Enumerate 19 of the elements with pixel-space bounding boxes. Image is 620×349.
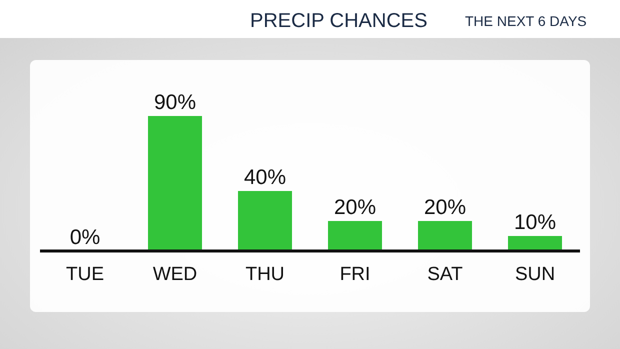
data-label: 10%	[514, 211, 556, 234]
bar	[148, 116, 202, 251]
x-tick-label: SAT	[427, 264, 464, 285]
chart-title: PRECIP CHANCES	[250, 10, 428, 32]
data-label: 20%	[334, 196, 376, 219]
x-tick-label: SUN	[514, 264, 556, 285]
bar	[328, 221, 382, 251]
bar	[418, 221, 472, 251]
data-label: 0%	[70, 226, 100, 249]
data-label: 90%	[154, 91, 196, 114]
x-tick-label: TUE	[66, 264, 104, 285]
x-tick-label: FRI	[340, 264, 370, 285]
x-tick-label: THU	[245, 264, 285, 285]
data-label: 20%	[424, 196, 466, 219]
data-label: 40%	[244, 166, 286, 189]
bar	[508, 236, 562, 251]
bar	[238, 191, 292, 251]
x-tick-label: WED	[152, 264, 198, 285]
chart-subtitle: THE NEXT 6 DAYS	[465, 13, 587, 29]
